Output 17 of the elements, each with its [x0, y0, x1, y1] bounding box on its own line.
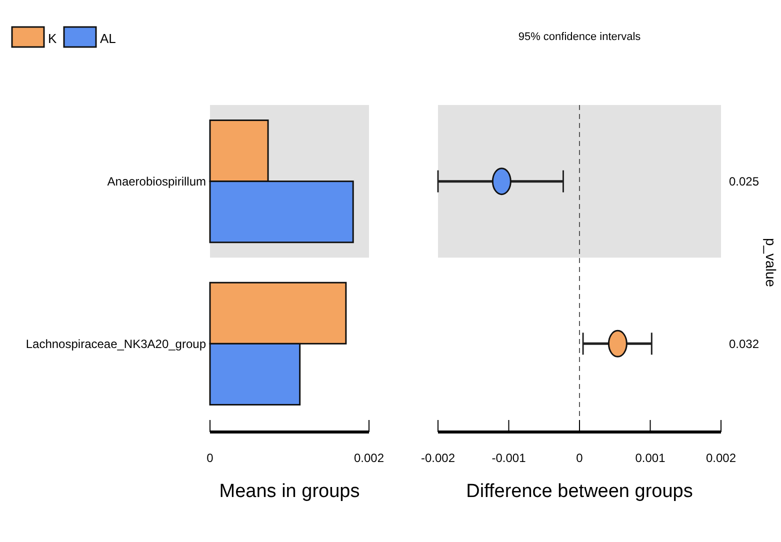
- x-tick-label: -0.001: [492, 451, 526, 465]
- y-tick-label: Anaerobiospirillum: [107, 174, 206, 189]
- legend-label: K: [48, 31, 57, 46]
- x-tick-label: -0.002: [420, 451, 456, 465]
- x-axis-title: Means in groups: [219, 481, 360, 502]
- chart-title: 95% confidence intervals: [518, 31, 642, 43]
- x-tick-label: 0: [206, 451, 214, 465]
- x-tick-label: 0.002: [706, 451, 736, 465]
- y2-tick-label: 0.025: [729, 174, 760, 189]
- y2-tick-label: 0.032: [729, 336, 760, 351]
- x-tick-label: 0: [576, 451, 584, 465]
- x-tick-label: 0.002: [354, 451, 384, 465]
- legend-label: AL: [100, 31, 116, 46]
- y2-axis-title: p_value: [763, 238, 779, 288]
- x-tick-label: 0.001: [635, 451, 666, 465]
- y-tick-label: Lachnospiraceae_NK3A20_group: [26, 336, 206, 351]
- x-axis-title: Difference between groups: [466, 481, 693, 502]
